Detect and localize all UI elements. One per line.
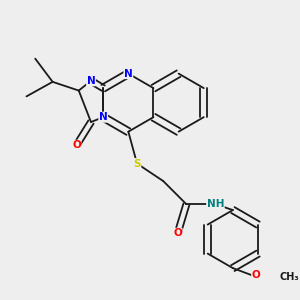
Text: O: O xyxy=(252,270,260,280)
Text: O: O xyxy=(72,140,81,150)
Text: CH₃: CH₃ xyxy=(280,272,299,282)
Text: S: S xyxy=(133,159,141,169)
Text: N: N xyxy=(124,69,133,79)
Text: NH: NH xyxy=(207,199,224,209)
Text: O: O xyxy=(173,228,182,238)
Text: N: N xyxy=(87,76,95,86)
Text: N: N xyxy=(99,112,108,122)
